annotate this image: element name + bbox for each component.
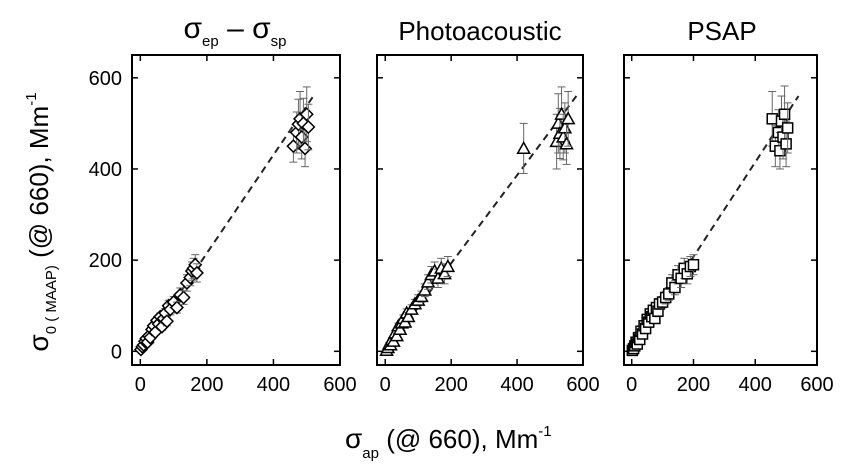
- data-point: [392, 321, 408, 335]
- panel-1-title-sub2: sp: [271, 33, 287, 50]
- panel-1-title-minus-sigma: – σ: [219, 12, 271, 45]
- data-point: [440, 258, 456, 273]
- y-tick-label: 600: [89, 68, 122, 90]
- y-tick-label: 200: [89, 250, 122, 272]
- x-tick-label: 200: [190, 374, 223, 396]
- y-axis-label-text: (@ 660), Mm: [24, 106, 54, 265]
- y-axis-label-superscript: -1: [23, 92, 40, 105]
- y-axis-label-sigma: σ: [23, 334, 54, 351]
- x-tick-label: 0: [380, 374, 391, 396]
- panel-photoacoustic: 0 200 400 600: [376, 54, 600, 396]
- data-point: [299, 107, 314, 122]
- data-point: [159, 314, 175, 329]
- panel-1-title-sub1: ep: [202, 33, 219, 50]
- data-point: [176, 290, 191, 305]
- plot-frame: [131, 54, 341, 366]
- panel-2-title: Photoacoustic: [398, 16, 561, 46]
- data-point: [766, 113, 778, 125]
- data-point: [663, 288, 675, 300]
- x-tick-label: 600: [566, 374, 599, 396]
- y-tick-label: 400: [89, 159, 122, 181]
- plot-frame: [623, 54, 818, 366]
- x-tick-label: 600: [323, 374, 356, 396]
- x-axis-label: σap (@ 660), Mm-1: [345, 423, 552, 462]
- x-tick-label: 400: [257, 374, 290, 396]
- x-axis-label-subscript: ap: [362, 445, 379, 462]
- data-point: [780, 138, 792, 150]
- x-tick-label: 0: [626, 374, 637, 396]
- panel-sigma-ep-minus-sp: 0 200 400 600 0 200 400 600: [89, 54, 357, 396]
- panel-psap: 0 200 400 600: [623, 54, 834, 396]
- data-point: [401, 309, 416, 323]
- data-point: [560, 111, 576, 125]
- y-axis-label-subscript: 0 ( MAAP): [43, 265, 60, 334]
- x-tick-label: 200: [434, 374, 467, 396]
- data-point: [778, 108, 791, 121]
- data-point: [687, 258, 700, 271]
- x-axis-label-sigma: σ: [345, 423, 362, 454]
- x-tick-label: 200: [677, 374, 710, 396]
- x-axis-label-text: (@ 660), Mm: [379, 424, 538, 454]
- panel-1-title: σep – σsp: [184, 12, 287, 50]
- data-point: [781, 122, 794, 134]
- data-point: [301, 119, 316, 135]
- data-point: [297, 141, 313, 156]
- x-tick-label: 400: [739, 374, 772, 396]
- y-tick-label: 0: [111, 341, 122, 363]
- panel-3-title: PSAP: [687, 16, 756, 46]
- panel-1-title-sigma: σ: [184, 12, 203, 45]
- data-point: [189, 265, 204, 280]
- plot-frame: [376, 54, 584, 366]
- x-tick-label: 600: [800, 374, 833, 396]
- x-axis-label-superscript: -1: [538, 423, 551, 440]
- data-point: [516, 140, 531, 155]
- y-axis-label: σ0 ( MAAP) (@ 660), Mm-1: [23, 92, 60, 351]
- x-tick-label: 400: [500, 374, 533, 396]
- data-point: [389, 328, 405, 342]
- x-tick-label: 0: [135, 374, 146, 396]
